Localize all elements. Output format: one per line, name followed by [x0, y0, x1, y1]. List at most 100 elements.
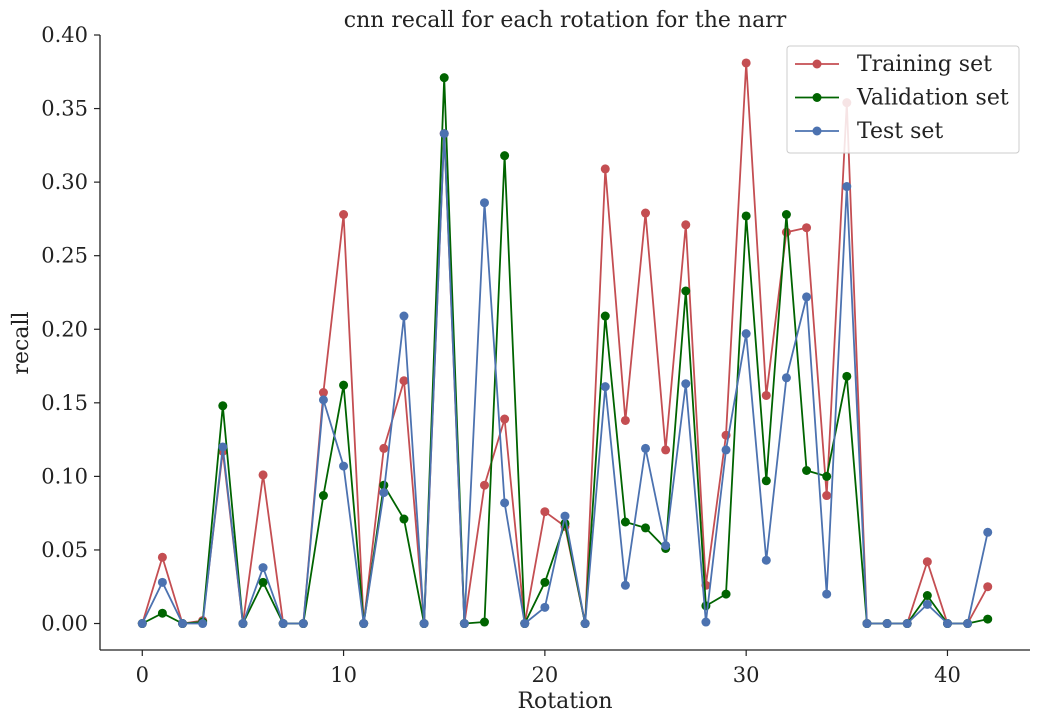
data-point [198, 619, 208, 629]
data-point [922, 557, 932, 567]
legend-marker [812, 126, 822, 136]
x-tick-label: 0 [136, 663, 149, 687]
data-point [540, 577, 550, 587]
data-point [318, 491, 328, 501]
data-point [902, 619, 912, 629]
data-point [681, 286, 691, 296]
legend-label: Training set [857, 52, 992, 77]
data-point [258, 577, 268, 587]
data-point [781, 373, 791, 383]
data-point [560, 511, 570, 521]
data-point [942, 619, 952, 629]
legend-box [786, 45, 1020, 154]
data-point [258, 470, 268, 480]
data-point [983, 582, 993, 592]
data-point [802, 292, 812, 302]
data-point [157, 608, 167, 618]
data-point [580, 619, 590, 629]
data-point [379, 488, 389, 498]
data-point [822, 589, 832, 599]
legend-label: Test set [857, 119, 943, 144]
data-point [600, 164, 610, 174]
data-point [339, 461, 349, 471]
x-tick-label: 40 [934, 663, 961, 687]
data-point [781, 209, 791, 219]
data-point [520, 619, 530, 629]
data-point [721, 445, 731, 455]
data-point [620, 415, 630, 425]
legend-label: Validation set [856, 86, 1009, 111]
data-point [218, 442, 228, 452]
data-point [379, 443, 389, 453]
data-point [500, 498, 510, 508]
data-point [963, 619, 973, 629]
data-point [822, 491, 832, 501]
data-point [761, 476, 771, 486]
legend-item: Training set [795, 52, 992, 77]
data-point [479, 617, 489, 627]
data-point [600, 382, 610, 392]
data-point [983, 527, 993, 537]
data-point [802, 223, 812, 233]
data-point [258, 563, 268, 573]
data-point [459, 619, 469, 629]
data-point [178, 619, 188, 629]
y-axis-label: recall [9, 311, 34, 374]
data-point [641, 523, 651, 533]
data-point [339, 209, 349, 219]
legend-marker [812, 93, 822, 102]
data-point [842, 371, 852, 381]
data-point [983, 614, 993, 624]
y-tick-label: 0.00 [41, 612, 88, 636]
data-point [318, 388, 328, 398]
data-point [822, 471, 832, 481]
data-point [318, 395, 328, 405]
data-point [218, 401, 228, 411]
data-point [500, 414, 510, 424]
legend-item: Test set [795, 119, 943, 144]
y-tick-label: 0.30 [41, 170, 88, 194]
data-point [882, 619, 892, 629]
data-point [701, 617, 711, 627]
data-point [439, 129, 449, 139]
data-point [661, 445, 671, 455]
data-point [721, 589, 731, 599]
chart-title: cnn recall for each rotation for the nar… [344, 8, 787, 33]
data-point [157, 577, 167, 587]
data-point [641, 443, 651, 453]
data-point [620, 517, 630, 527]
data-point [862, 619, 872, 629]
data-point [741, 58, 751, 68]
legend: Training set Validation set Test set [786, 45, 1020, 154]
legend-marker [812, 59, 822, 69]
data-point [419, 619, 429, 629]
series-line [141, 76, 988, 625]
x-tick-label: 10 [330, 663, 357, 687]
y-tick-label: 0.15 [41, 391, 88, 415]
data-point [479, 198, 489, 208]
series-layer [137, 58, 993, 629]
data-point [761, 555, 771, 565]
data-point [741, 211, 751, 221]
x-tick-label: 20 [532, 663, 559, 687]
y-tick-label: 0.25 [41, 244, 88, 268]
data-point [641, 208, 651, 218]
data-point [298, 619, 308, 629]
data-point [781, 227, 791, 237]
data-point [540, 602, 550, 612]
data-point [922, 591, 932, 601]
data-point [278, 619, 288, 629]
data-point [359, 619, 369, 629]
data-point [399, 376, 409, 386]
data-point [439, 73, 449, 83]
data-point [157, 552, 167, 562]
data-point [661, 541, 671, 551]
y-tick-label: 0.05 [41, 538, 88, 562]
data-point [802, 466, 812, 476]
axes: 0 10 20 30 40 0.00 0.05 0.10 0.15 0.20 0.25 0.30 0.3… [41, 23, 1030, 687]
y-tick-label: 0.35 [41, 97, 88, 121]
data-point [479, 480, 489, 490]
data-point [701, 601, 711, 611]
